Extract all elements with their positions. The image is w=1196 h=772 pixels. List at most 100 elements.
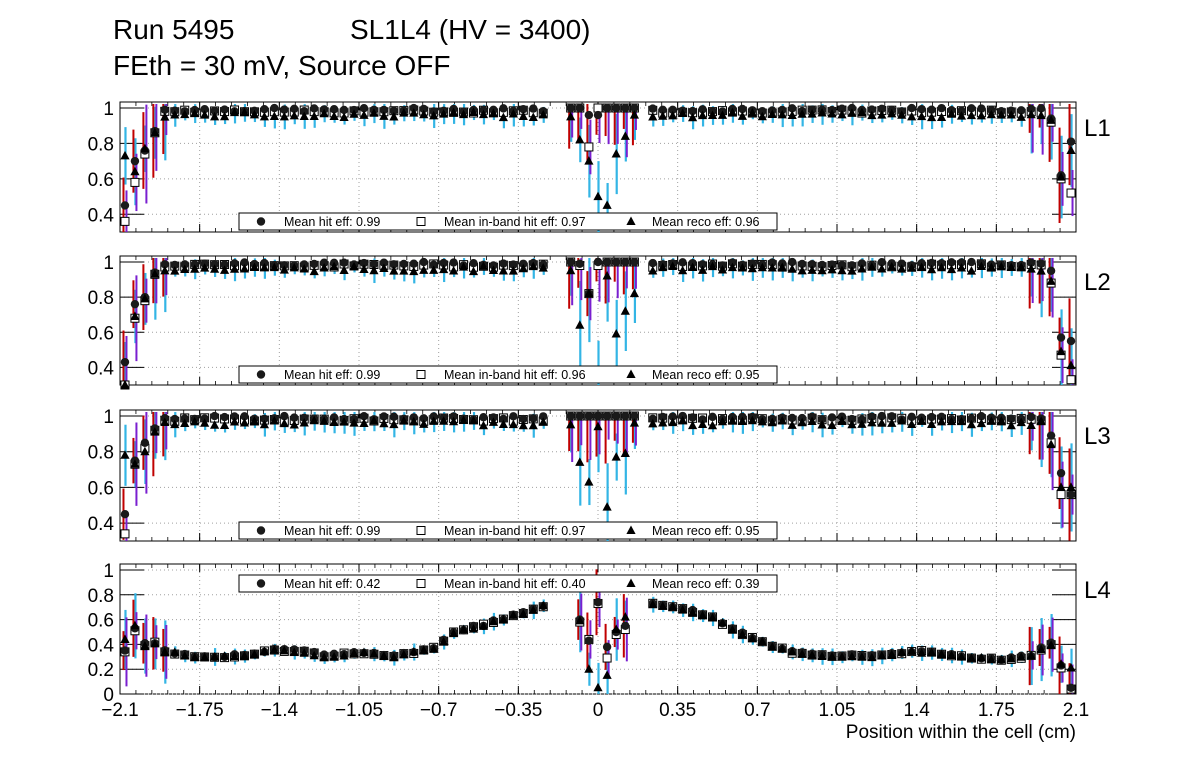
hit-eff-marker <box>877 257 887 267</box>
hit-eff-marker <box>787 257 797 267</box>
reco-eff-marker <box>917 416 927 425</box>
inband-eff-marker <box>584 142 594 152</box>
reco-eff-marker <box>767 642 777 651</box>
reco-eff-marker <box>518 609 528 618</box>
y-tick-label: 0.6 <box>88 170 114 191</box>
reco-eff-marker <box>787 110 797 120</box>
panel-label: L3 <box>1084 423 1111 450</box>
reco-eff-marker <box>946 109 957 118</box>
x-tick-label: 1.4 <box>903 700 930 721</box>
legend: Mean hit eff: 0.42 Mean in-band hit eff: … <box>238 574 778 593</box>
hit-eff-marker <box>419 414 428 423</box>
reco-eff-marker <box>439 636 449 646</box>
reco-eff-marker <box>575 457 585 466</box>
x-tick-label: 2.1 <box>1063 700 1089 721</box>
reco-eff-marker <box>369 415 379 425</box>
reco-eff-marker <box>611 149 621 158</box>
reco-eff-marker <box>626 578 636 587</box>
hit-eff-marker <box>907 103 916 113</box>
reco-eff-marker <box>409 416 419 426</box>
hit-eff-marker <box>339 105 349 115</box>
hit-eff-marker <box>256 526 266 535</box>
reco-eff-marker <box>200 418 210 427</box>
reco-eff-marker <box>458 262 469 271</box>
legend-box <box>238 212 778 231</box>
reco-eff-marker <box>488 616 499 626</box>
reco-eff-marker <box>1036 110 1046 120</box>
legend-entry-inband: Mean in-band hit eff: 0.96 <box>444 368 586 382</box>
reco-eff-marker <box>787 264 797 273</box>
reco-eff-marker <box>488 108 499 118</box>
hit-eff-marker <box>449 412 458 421</box>
hit-eff-marker <box>1007 414 1016 423</box>
hit-eff-marker <box>612 411 621 421</box>
hit-eff-marker <box>593 598 603 607</box>
reco-eff-marker <box>837 652 847 661</box>
y-tick-label: 0.8 <box>88 134 114 155</box>
reco-eff-marker <box>737 262 747 272</box>
reco-eff-marker <box>239 651 250 660</box>
reco-eff-marker <box>190 652 200 662</box>
reco-eff-marker <box>379 263 389 273</box>
hit-eff-marker <box>160 260 170 269</box>
reco-eff-marker <box>369 265 379 275</box>
reco-eff-marker <box>602 502 612 511</box>
reco-eff-marker <box>488 265 499 274</box>
reco-eff-marker <box>584 288 594 298</box>
reco-eff-marker <box>200 263 210 272</box>
hit-eff-marker <box>937 412 946 422</box>
reco-eff-marker <box>518 111 528 121</box>
hit-eff-marker <box>927 412 936 422</box>
reco-eff-marker <box>339 265 349 274</box>
inband-eff-marker <box>1066 188 1076 198</box>
reco-eff-marker <box>986 654 996 664</box>
reco-eff-marker <box>620 131 630 140</box>
reco-eff-marker <box>757 262 767 272</box>
reco-eff-marker <box>602 271 612 280</box>
reco-eff-marker <box>508 610 518 619</box>
hit-eff-marker <box>120 201 130 210</box>
hit-eff-marker <box>300 107 309 116</box>
reco-eff-marker <box>629 110 640 119</box>
hit-eff-marker <box>389 106 399 115</box>
legend: Mean hit eff: 0.99 Mean in-band hit eff: … <box>238 365 778 384</box>
reco-eff-marker <box>140 293 150 303</box>
hit-eff-marker <box>1017 106 1026 115</box>
hit-eff-marker <box>1036 259 1046 268</box>
reco-eff-marker <box>249 416 260 425</box>
hit-eff-marker <box>120 646 130 655</box>
reco-eff-marker <box>976 261 986 270</box>
hit-eff-marker <box>827 413 837 422</box>
reco-eff-marker <box>727 416 738 425</box>
reco-eff-marker <box>160 647 170 656</box>
hit-eff-marker <box>917 104 926 114</box>
reco-eff-marker <box>996 261 1006 271</box>
reco-eff-marker <box>458 624 469 634</box>
hit-eff-marker <box>210 106 219 115</box>
reco-eff-marker <box>857 107 867 117</box>
y-tick-label: 1 <box>103 407 114 428</box>
reco-eff-marker <box>289 110 299 120</box>
reco-eff-marker <box>737 416 747 425</box>
hit-eff-marker <box>584 110 594 120</box>
reco-eff-marker <box>429 265 439 274</box>
reco-eff-marker <box>170 647 180 656</box>
reco-eff-marker <box>219 420 230 430</box>
reco-eff-marker <box>747 263 757 273</box>
reco-eff-marker <box>688 420 698 430</box>
hit-eff-marker <box>1066 683 1076 692</box>
hit-eff-marker <box>319 258 329 267</box>
reco-eff-marker <box>309 415 319 425</box>
hit-eff-marker <box>240 258 249 267</box>
reco-eff-marker <box>1036 266 1046 275</box>
reco-eff-marker <box>777 416 787 425</box>
reco-eff-marker <box>717 110 728 119</box>
reco-eff-marker <box>498 419 508 429</box>
reco-eff-marker <box>877 110 887 119</box>
panel-label: L1 <box>1084 115 1111 142</box>
reco-eff-marker <box>857 419 867 428</box>
hit-eff-marker <box>658 412 667 422</box>
hit-eff-marker <box>489 261 498 270</box>
x-tick-label: −1.05 <box>335 700 383 721</box>
reco-eff-marker <box>1026 651 1036 660</box>
